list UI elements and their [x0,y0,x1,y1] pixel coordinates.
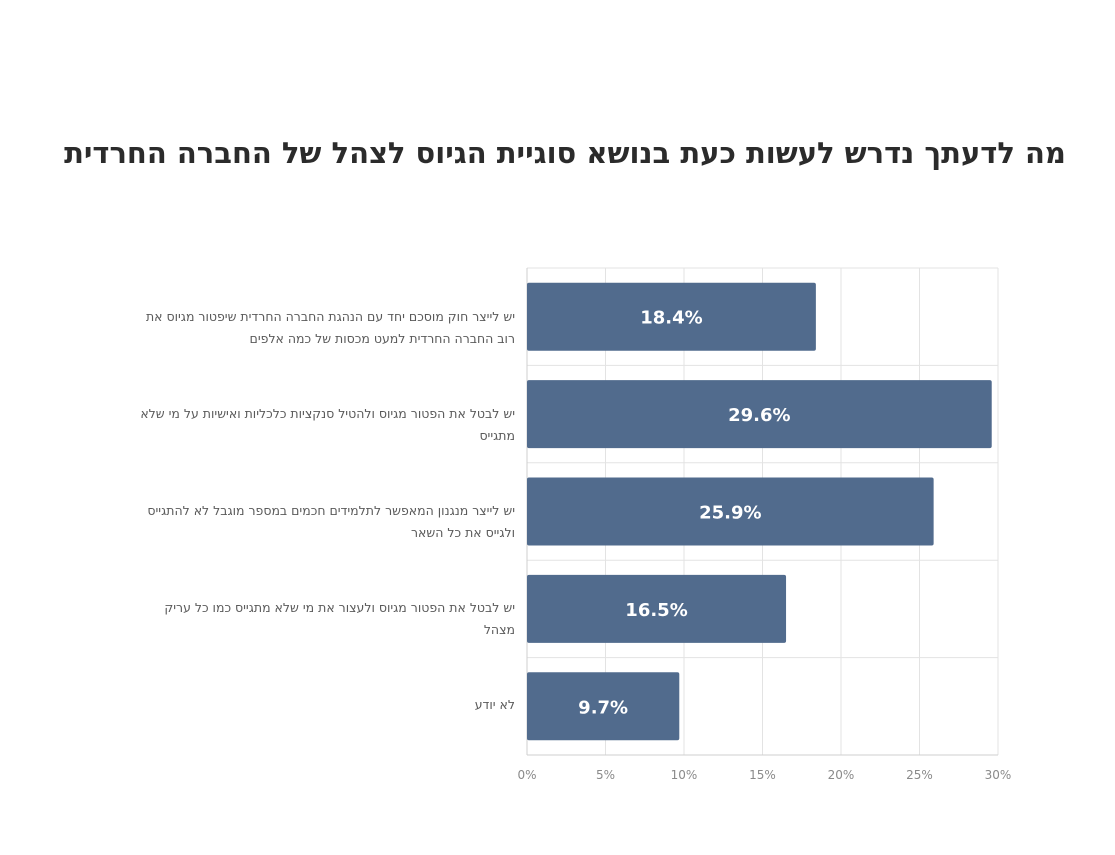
x-tick-label: 0% [517,768,536,782]
bar [527,477,934,546]
bar-value-label: 29.6% [728,405,790,426]
x-tick-label: 30% [985,768,1012,782]
category-label: יש לבטל את הפטור מגיוס ולהטיל סנקציות כל… [140,406,515,443]
bar [527,282,816,351]
x-tick-label: 10% [671,768,698,782]
category-label: יש לבטל את הפטור מגיוס ולעצור את מי שלא … [164,600,515,637]
chart-title: מה לדעתך נדרש לעשות כעת בנושא סוגיית הגי… [64,136,1066,170]
bar-value-label: 9.7% [578,697,628,718]
category-label: יש לייצר חוק מוסכם יחד עם הנהגת החברה הח… [145,309,515,346]
bar [527,574,787,643]
x-tick-label: 15% [749,768,776,782]
bar-value-label: 18.4% [640,308,702,329]
x-tick-label: 25% [906,768,933,782]
x-tick-label: 20% [828,768,855,782]
bar [527,380,992,449]
bar-value-label: 16.5% [625,600,687,621]
x-tick-label: 5% [596,768,615,782]
category-label: לא יודע [474,697,515,712]
bar [527,672,680,741]
bar-value-label: 25.9% [699,503,761,524]
category-label: יש לייצר מנגנון המאפשר לתלמידים חכמים במ… [147,503,515,540]
